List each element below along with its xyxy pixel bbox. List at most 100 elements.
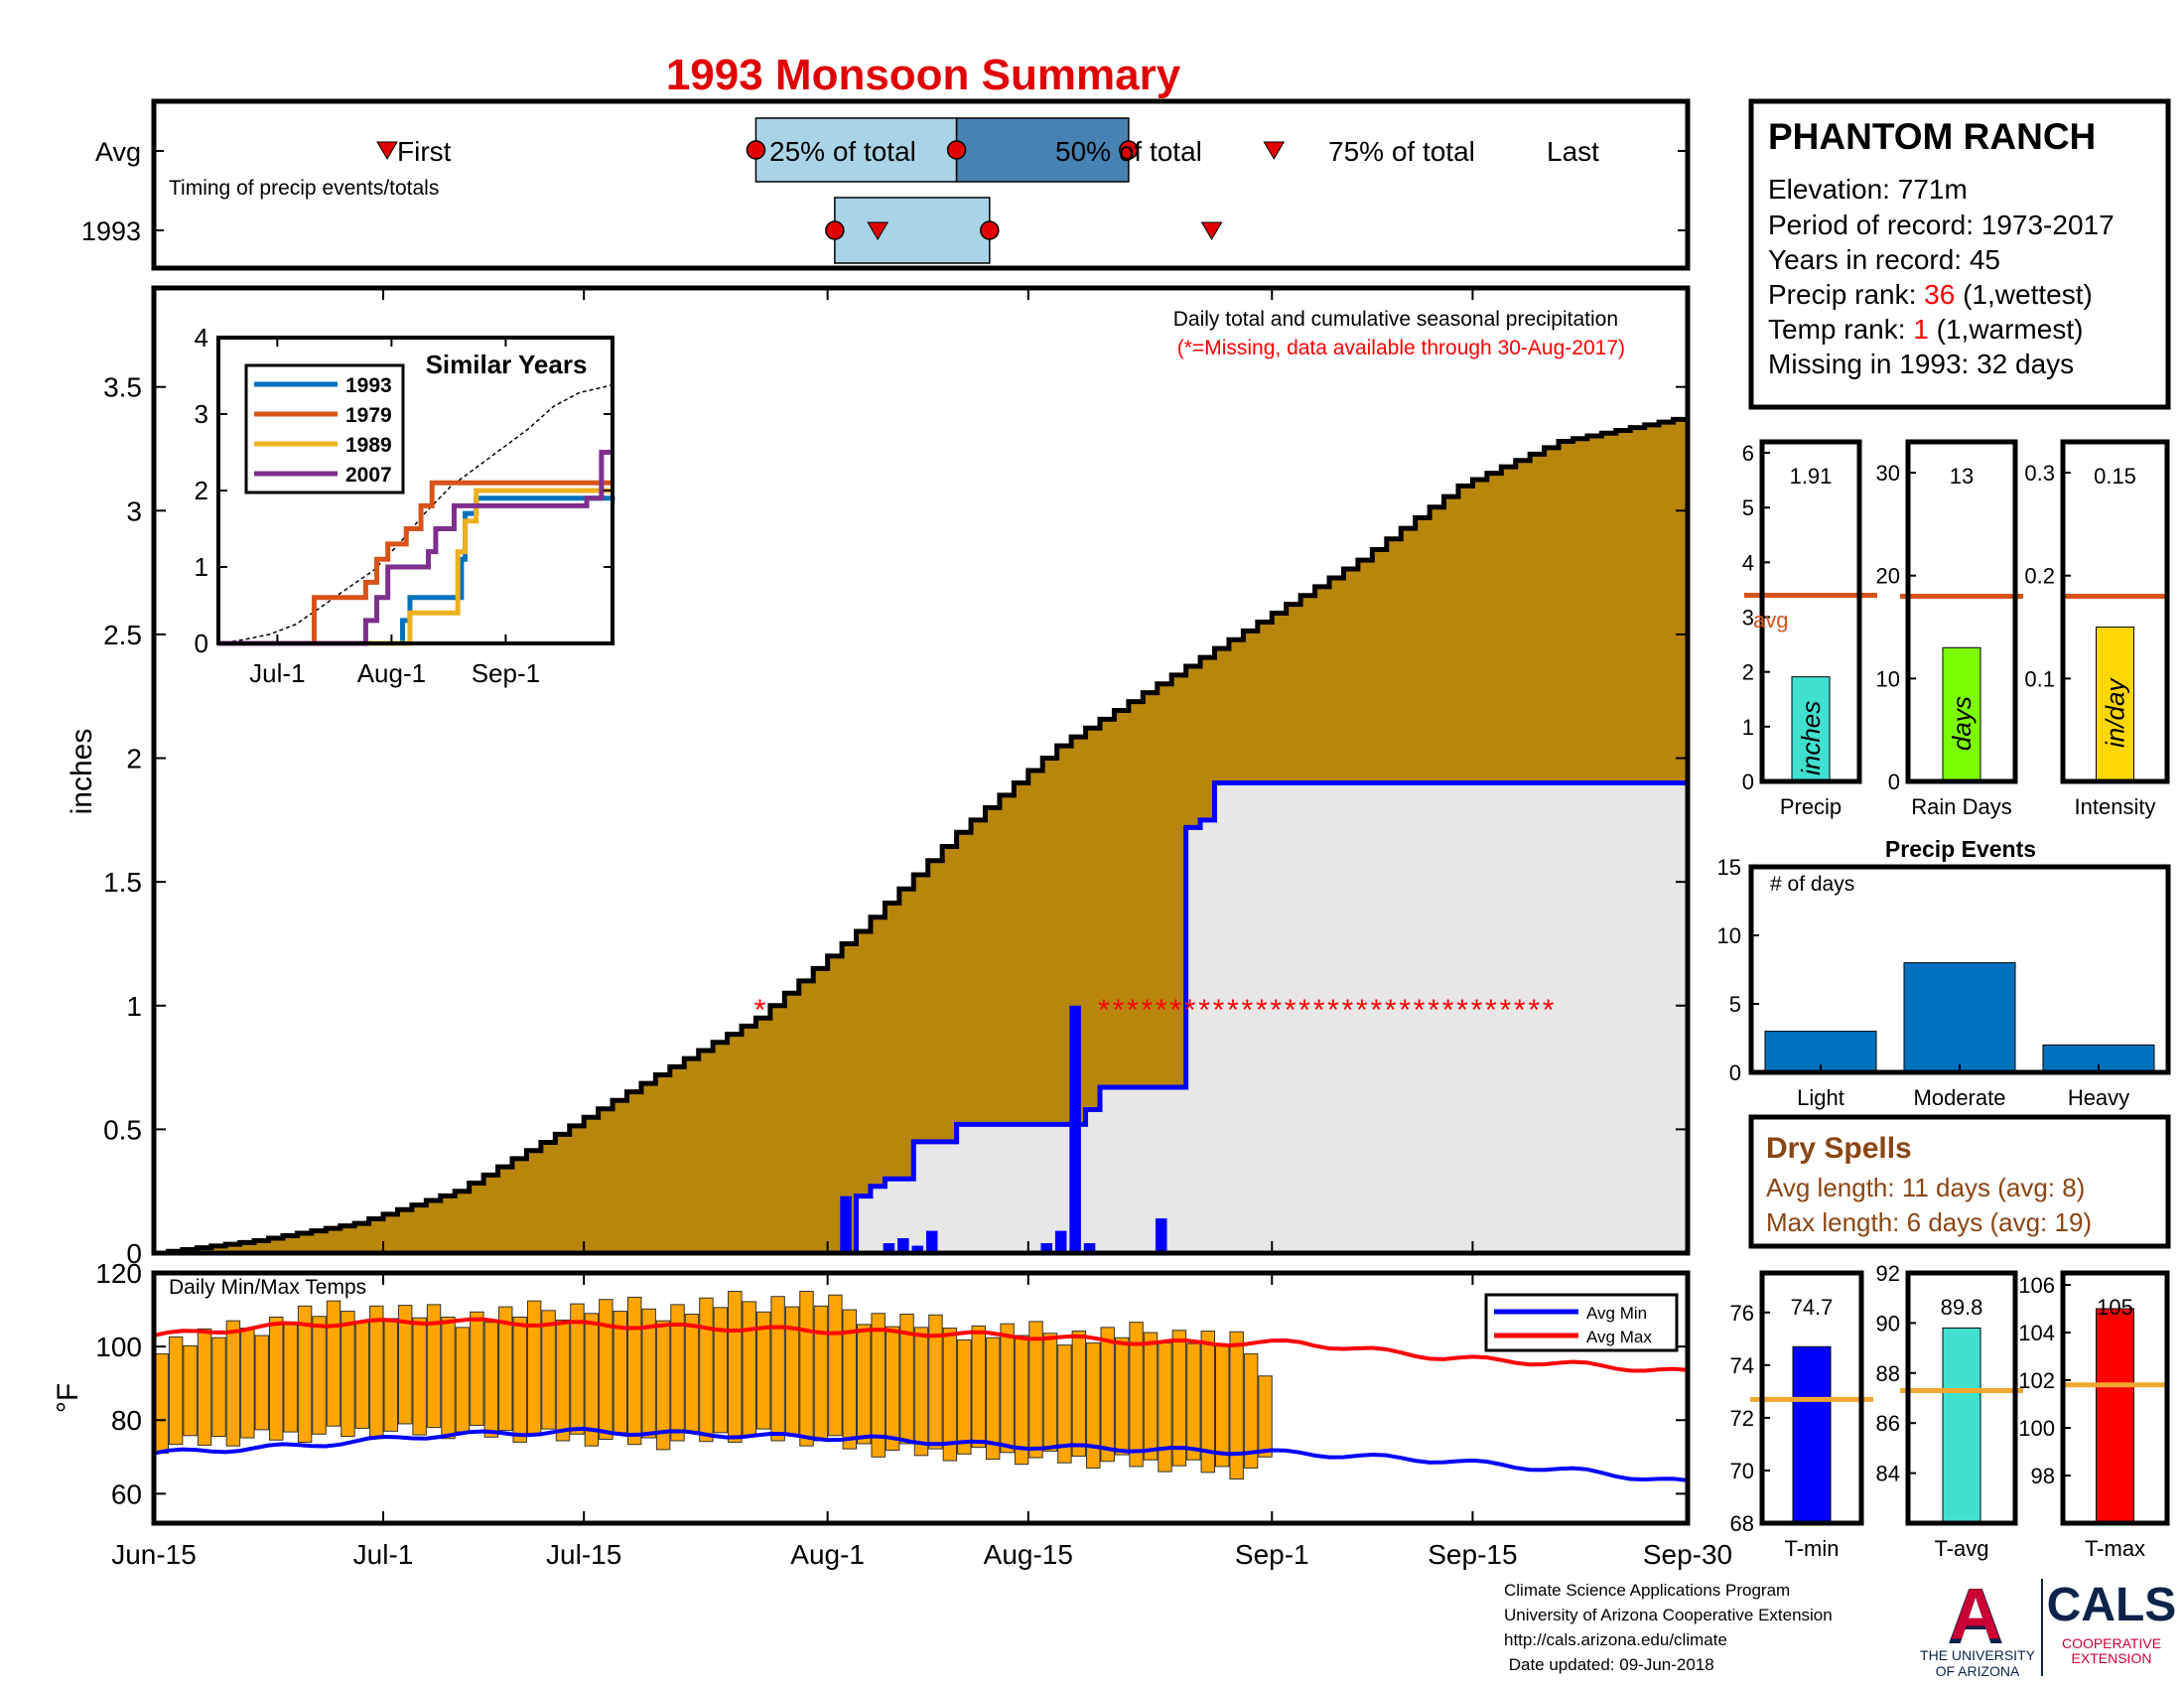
legend-label-2007: 2007 [345,464,392,487]
tmin_bar-frame [1759,1270,1864,1526]
daily-temp-bar [326,1300,341,1427]
daily-temp-bar [383,1318,398,1432]
similar-years-inset: 0 1 2 3 4 Jul-1 Aug-1 Sep-1 Similar Years 1993 … [195,323,615,688]
temps-ylabel: °F [52,1383,84,1413]
tavg_bar-bar [1942,1327,1981,1524]
tmax_bar-y-tick-label: 106 [2018,1273,2055,1298]
precip_bar-y-tick-label: 5 [1742,495,1754,520]
missing-marker: * [1499,994,1511,1027]
daily-temp-bar [555,1319,571,1442]
daily-temp-bar [1158,1341,1172,1473]
tmax_bar-category-label: T-max [2085,1536,2145,1561]
inset-y-tick-label: 0 [195,629,208,658]
raindays_bar-y-tick-label: 20 [1876,564,1900,589]
x-tick-label: Jul-15 [546,1539,621,1570]
tavg_bar-category-label: T-avg [1934,1536,1988,1561]
station-years: Years in record: 45 [1768,244,2000,275]
tavg_bar-y-tick-label: 88 [1876,1361,1900,1386]
precip-content: * * * * * * * * * * * * * * * * * * * * * * * * * * * * * * * * * [154,416,1691,1256]
station-name: PHANTOM RANCH [1768,116,2096,157]
daily-temp-bar [641,1308,656,1439]
raindays_bar-y-tick-label: 10 [1876,666,1900,691]
cals-sub-2: EXTENSION [2072,1650,2152,1666]
daily-temp-bar [168,1336,184,1446]
precip-bar-avg-label: avg [1753,608,1788,633]
year-last-marker [1200,221,1223,240]
daily-temp-bar [541,1310,556,1430]
x-tick-label: Sep-1 [1235,1539,1309,1570]
legend-label-1989: 1989 [345,434,392,457]
missing-marker: * [1356,994,1368,1027]
station-precip-rank: Precip rank: 36 (1,wettest) [1768,279,2093,310]
climatology-outline [154,416,1691,1256]
x-tick-label: Jun-15 [111,1539,197,1570]
daily-temp-bar [599,1299,614,1441]
daily-temp-bar [526,1300,542,1437]
avg-50-marker [946,140,967,160]
inset-y-tick-label: 1 [195,552,208,582]
daily-temp-bar [626,1296,642,1446]
temps-y-tick-label: 100 [95,1332,142,1362]
intensity_bar-y-tick-label: 0.2 [2024,564,2055,589]
dry-spells-title: Dry Spells [1766,1132,1912,1165]
precip_bar-y-tick-label: 0 [1742,770,1754,794]
tavg_bar-y-tick-label: 84 [1876,1462,1900,1486]
timing-row-label-year: 1993 [81,216,141,246]
precip-y-tick-label: 0.5 [103,1114,142,1145]
precip-events-panel: Light Moderate Heavy 0 5 10 15 Precip Events #… [1717,836,2171,1110]
events-ylabel-note: # of days [1770,873,1854,896]
intensity_bar-value-label: 0.15 [2094,464,2136,489]
legend-label-1993: 1993 [345,374,392,397]
daily-temp-bar [1143,1332,1159,1461]
temps-y-tick-label: 60 [111,1478,142,1509]
daily-temp-bar [1186,1342,1201,1461]
missing-marker: * [1456,994,1468,1027]
daily-temp-bar [1057,1344,1072,1464]
intensity_bar-category-label: Intensity [2075,794,2156,819]
daily-temp-bar [1229,1331,1244,1480]
precip_bar-category-label: Precip [1780,794,1842,819]
daily-temp-bar [240,1328,255,1439]
daily-temp-bar [183,1344,198,1437]
precip-y-tick-label: 3.5 [103,372,142,403]
precip_bar-y-tick-label: 1 [1742,715,1754,740]
missing-marker: * [1342,994,1354,1027]
raindays_bar-bar [1942,646,1981,782]
legend-label-avg-max: Avg Max [1586,1328,1652,1346]
inset-y-tick-label: 4 [195,323,208,352]
avg-75-marker [1119,140,1139,160]
daily-temp-bar [813,1305,829,1442]
missing-marker: * [1227,994,1239,1027]
tavg_bar-value-label: 89.8 [1941,1295,1983,1320]
missing-marker: * [1485,994,1497,1027]
legend-label-1979: 1979 [345,404,392,427]
x-tick-label: Aug-15 [984,1539,1073,1570]
raindays_bar-y-tick-label: 30 [1876,461,1900,486]
inset-axes: 0 1 2 3 4 Jul-1 Aug-1 Sep-1 [195,323,613,688]
daily-temp-bar [1215,1343,1230,1468]
daily-temp-bar [197,1328,212,1446]
dry-spells-max-length: Max length: 6 days (avg: 19) [1766,1207,2092,1237]
tmin_bar-y-tick-label: 68 [1730,1511,1754,1536]
daily-temp-bar [1243,1353,1259,1469]
daily-temp-bar [699,1297,714,1443]
tmax_bar-bar [2096,1308,2134,1524]
dry-spells-frame [1748,1114,2171,1249]
daily-temp-bar [426,1304,442,1429]
daily-temp-bar [1200,1331,1216,1474]
precip_bar-y-tick-label: 4 [1742,550,1754,575]
avg-max-line [153,1317,1689,1373]
daily-temp-bar [842,1309,858,1450]
station-temp-rank: Temp rank: 1 (1,warmest) [1768,314,2083,345]
inset-y-tick-label: 2 [195,476,208,505]
raindays_bar-y-tick-label: 0 [1888,770,1900,794]
footer-line-4: Date updated: 09-Jun-2018 [1504,1655,1714,1674]
events-category-label: Light [1797,1085,1844,1110]
missing-marker: * [1113,994,1125,1027]
events-y-tick-label: 10 [1717,923,1741,948]
daily-temp-bar [225,1320,241,1447]
temps-y-axis: 60 80 100 120 [95,1258,1688,1509]
x-tick-label: Aug-1 [790,1539,865,1570]
daily-precip-bar [840,1196,852,1253]
